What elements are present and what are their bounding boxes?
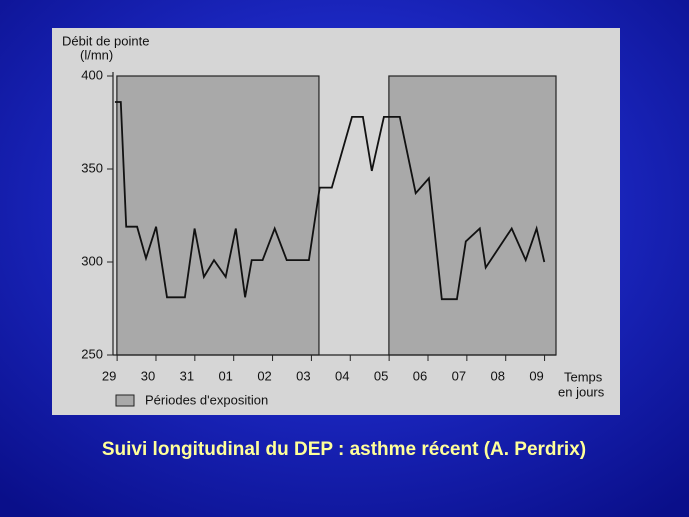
y-label: (l/mn) [80, 47, 113, 62]
y-tick-label: 400 [81, 67, 103, 82]
y-label: Débit de pointe [62, 33, 149, 48]
y-tick-label: 350 [81, 160, 103, 175]
exposure-period [116, 75, 320, 356]
x-tick-label: 31 [180, 368, 194, 383]
x-label: Temps [564, 369, 603, 384]
x-tick-label: 08 [490, 368, 504, 383]
x-tick-label: 06 [413, 368, 427, 383]
x-tick-label: 04 [335, 368, 349, 383]
x-tick-label: 03 [296, 368, 310, 383]
x-tick-label: 09 [529, 368, 543, 383]
x-tick-label: 02 [257, 368, 271, 383]
y-tick-label: 300 [81, 253, 103, 268]
caption: Suivi longitudinal du DEP : asthme récen… [102, 439, 586, 460]
x-label: en jours [558, 384, 605, 399]
y-tick-label: 250 [81, 346, 103, 361]
x-tick-label: 01 [218, 368, 232, 383]
x-tick-label: 05 [374, 368, 388, 383]
legend-swatch [115, 394, 135, 407]
x-tick-label: 07 [452, 368, 466, 383]
exposure-period [388, 75, 557, 356]
x-tick-label: 30 [141, 368, 155, 383]
x-tick-label: 29 [102, 368, 116, 383]
legend-label: Périodes d'exposition [145, 392, 268, 407]
dep-line [114, 101, 546, 301]
